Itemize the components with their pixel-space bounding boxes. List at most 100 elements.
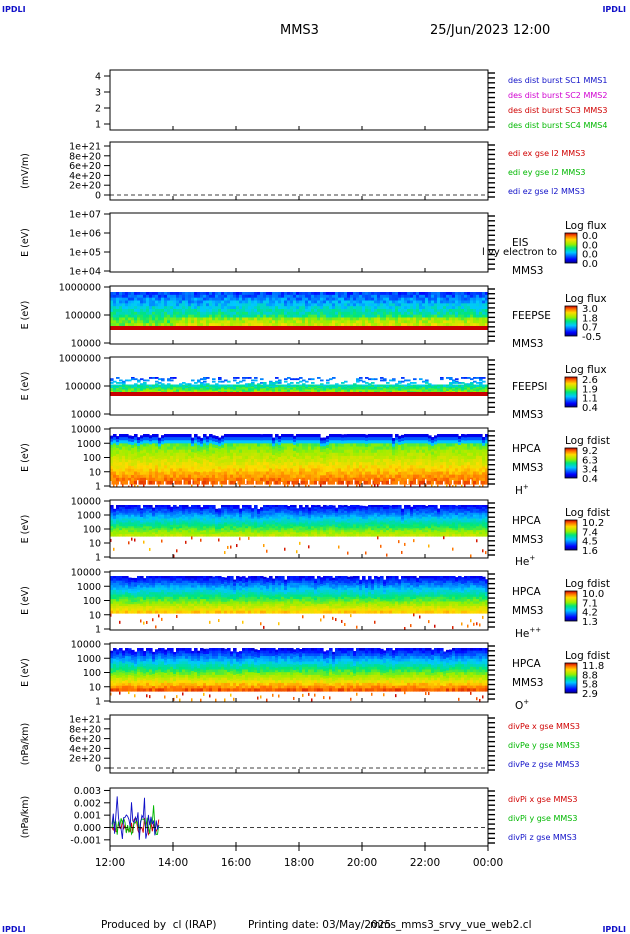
footer-printing-date: Printing date: 03/May/2025 bbox=[248, 919, 392, 931]
corner-label-bottom-left: IPDLI bbox=[2, 925, 26, 934]
colorbar-tick: 0.4 bbox=[582, 474, 598, 485]
colorbar bbox=[564, 590, 578, 622]
ytick-label: 8e+20 bbox=[69, 724, 101, 735]
legend-entry: divPi x gse MMS3 bbox=[508, 795, 577, 804]
instrument-label: HPCA bbox=[512, 586, 542, 598]
ytick-label: 2e+20 bbox=[69, 181, 101, 192]
colorbar-title: Log flux bbox=[565, 364, 607, 376]
spacecraft-label: MMS3 bbox=[512, 338, 543, 350]
colorbar bbox=[564, 305, 578, 337]
ytick-label: 1 bbox=[95, 625, 101, 636]
colorbar bbox=[564, 519, 578, 551]
ytick-label: 100 bbox=[83, 668, 101, 679]
ylabel: (nPa/km) bbox=[20, 723, 31, 766]
ytick-label: 100000 bbox=[65, 311, 101, 322]
footer-produced-by: Produced by cl (IRAP) bbox=[101, 919, 217, 931]
ylabel: E (eV) bbox=[20, 515, 31, 544]
colorbar bbox=[564, 232, 578, 264]
colorbar-tick: 4.5 bbox=[582, 537, 598, 548]
colorbar bbox=[564, 662, 578, 694]
colorbar-title: Log fdist bbox=[565, 507, 610, 519]
colorbar-tick: 11.8 bbox=[582, 661, 604, 672]
xtick-label: 14:00 bbox=[158, 857, 188, 869]
ylabel: E (eV) bbox=[20, 586, 31, 615]
ytick-label: 0 bbox=[95, 191, 101, 202]
panel-burst: 4 3 2 1 des dist burst SC1 MMS1 des dist burs… bbox=[95, 69, 607, 131]
panel-hpca_hepp: 10000 1000 100 10 1 E (eV) HPCA MMS3 He++ Log fdi… bbox=[20, 568, 610, 641]
footer-filename: mms_mms3_srvy_vue_web2.cl bbox=[370, 919, 532, 931]
ylabel: (nPa/km) bbox=[20, 796, 31, 839]
spectrogram-hpca_he bbox=[110, 505, 489, 558]
ytick-label: 1 bbox=[95, 697, 101, 708]
ytick-label: 4e+20 bbox=[69, 171, 101, 182]
corner-label-top-right: IPDLI bbox=[602, 5, 626, 14]
ytick-label: 1 bbox=[95, 120, 101, 131]
instrument-label: HPCA bbox=[512, 658, 542, 670]
instrument-label: HPCA bbox=[512, 515, 542, 527]
ytick-label: 1 bbox=[95, 553, 101, 564]
ytick-label: 10000 bbox=[71, 568, 101, 579]
xtick-label: 22:00 bbox=[410, 857, 440, 869]
colorbar-tick: 1.8 bbox=[582, 313, 598, 324]
ylabel: (mV/m) bbox=[20, 153, 31, 189]
legend-entry: divPe y gse MMS3 bbox=[508, 741, 580, 750]
ytick-label: 100 bbox=[83, 453, 101, 464]
spacecraft-label: MMS3 bbox=[512, 605, 543, 617]
ytick-label: 100000 bbox=[65, 382, 101, 393]
ytick-label: 1e+21 bbox=[69, 715, 101, 726]
ytick-label: 0.003 bbox=[74, 786, 101, 797]
spectrogram-hpca_h bbox=[110, 434, 489, 487]
legend-entry: des dist burst SC3 MMS3 bbox=[508, 106, 607, 115]
legend-entry: edi ez gse l2 MMS3 bbox=[508, 187, 585, 196]
instrument-label: HPCA bbox=[512, 443, 542, 455]
ytick-label: 1e+21 bbox=[69, 142, 101, 153]
spacecraft-label: MMS3 bbox=[512, 534, 543, 546]
species-label: He+ bbox=[515, 554, 535, 568]
ytick-label: 3 bbox=[95, 88, 101, 99]
spacecraft-label: MMS3 bbox=[512, 409, 543, 421]
ytick-label: 2e+20 bbox=[69, 754, 101, 765]
spectrogram-feepse bbox=[110, 292, 489, 330]
ytick-label: 0.002 bbox=[74, 798, 101, 809]
colorbar-tick: 0.0 bbox=[582, 240, 598, 251]
ytick-label: 1000 bbox=[77, 511, 101, 522]
colorbar-tick: 5.8 bbox=[582, 680, 598, 691]
colorbar-tick: 10.2 bbox=[582, 518, 604, 529]
ytick-label: 10000 bbox=[71, 339, 101, 350]
colorbar-tick: 3.4 bbox=[582, 465, 598, 476]
ytick-label: 4 bbox=[95, 72, 101, 83]
colorbar-tick: 0.0 bbox=[582, 250, 598, 261]
colorbar-tick: 1.1 bbox=[582, 394, 598, 405]
ytick-label: 1e+05 bbox=[69, 248, 101, 259]
panel-hpca_o: 10000 1000 100 10 1 E (eV) HPCA MMS3 O+ Log fdist… bbox=[20, 640, 610, 713]
ytick-label: 1 bbox=[95, 482, 101, 493]
ytick-label: 10 bbox=[89, 682, 101, 693]
legend-entry: edi ex gse l2 MMS3 bbox=[508, 149, 585, 158]
colorbar-tick: 1.3 bbox=[582, 617, 598, 628]
xtick-label: 00:00 bbox=[473, 857, 503, 869]
xtick-label: 16:00 bbox=[221, 857, 251, 869]
colorbar-tick: 6.3 bbox=[582, 455, 598, 466]
ylabel: E (eV) bbox=[20, 443, 31, 472]
colorbar-tick: 2.9 bbox=[582, 689, 598, 700]
ytick-label: 0.001 bbox=[74, 811, 101, 822]
ytick-label: 0.000 bbox=[74, 823, 101, 834]
ylabel: E (eV) bbox=[20, 372, 31, 401]
x-axis: 12:00 14:00 16:00 18:00 20:00 22:00 00:00 bbox=[95, 846, 503, 869]
ytick-label: 10 bbox=[89, 467, 101, 478]
colorbar-tick: 1.9 bbox=[582, 384, 598, 395]
legend-entry: divPi z gse MMS3 bbox=[508, 833, 577, 842]
ytick-label: 10000 bbox=[71, 640, 101, 651]
ytick-label: 8e+20 bbox=[69, 151, 101, 162]
colorbar-tick: 0.0 bbox=[582, 231, 598, 242]
panel-hpca_he: 10000 1000 100 10 1 E (eV) HPCA MMS3 He+ Log fdis… bbox=[20, 497, 610, 569]
legend-entry: des dist burst SC4 MMS4 bbox=[508, 121, 607, 130]
xtick-label: 18:00 bbox=[284, 857, 314, 869]
spacecraft-label: MMS3 bbox=[512, 677, 543, 689]
colorbar bbox=[564, 376, 578, 408]
colorbar-tick: 4.2 bbox=[582, 608, 598, 619]
ytick-label: 10000 bbox=[71, 410, 101, 421]
